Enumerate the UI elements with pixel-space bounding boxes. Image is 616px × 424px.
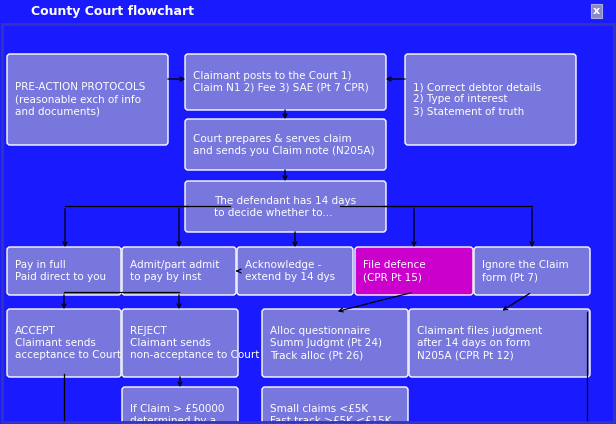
Text: ACCEPT
Claimant sends
acceptance to Court: ACCEPT Claimant sends acceptance to Cour… (15, 326, 121, 360)
Text: 1) Correct debtor details
2) Type of interest
3) Statement of truth: 1) Correct debtor details 2) Type of int… (413, 83, 541, 117)
FancyBboxPatch shape (237, 247, 353, 295)
Text: Claimant posts to the Court 1)
Claim N1 2) Fee 3) SAE (Pt 7 CPR): Claimant posts to the Court 1) Claim N1 … (193, 71, 369, 93)
Text: Alloc questionnaire
Summ Judgmt (Pt 24)
Track alloc (Pt 26): Alloc questionnaire Summ Judgmt (Pt 24) … (270, 326, 382, 360)
FancyBboxPatch shape (122, 309, 238, 377)
FancyBboxPatch shape (122, 247, 236, 295)
FancyBboxPatch shape (474, 247, 590, 295)
FancyBboxPatch shape (185, 54, 386, 110)
FancyBboxPatch shape (262, 387, 408, 424)
FancyBboxPatch shape (262, 309, 408, 377)
FancyBboxPatch shape (185, 119, 386, 170)
Text: If Claim > £50000
determined by a
Court officer: If Claim > £50000 determined by a Court … (130, 404, 224, 424)
Text: Court prepares & serves claim
and sends you Claim note (N205A): Court prepares & serves claim and sends … (193, 134, 375, 156)
FancyBboxPatch shape (355, 247, 473, 295)
Text: Ignore the Claim
form (Pt 7): Ignore the Claim form (Pt 7) (482, 260, 569, 282)
FancyBboxPatch shape (7, 247, 121, 295)
FancyBboxPatch shape (7, 54, 168, 145)
Text: REJECT
Claimant sends
non-acceptance to Court: REJECT Claimant sends non-acceptance to … (130, 326, 259, 360)
FancyBboxPatch shape (405, 54, 576, 145)
Text: PRE-ACTION PROTOCOLS
(reasonable exch of info
and documents): PRE-ACTION PROTOCOLS (reasonable exch of… (15, 83, 145, 117)
Text: Acknowledge -
extend by 14 dys: Acknowledge - extend by 14 dys (245, 260, 335, 282)
FancyBboxPatch shape (409, 309, 590, 377)
Text: x: x (593, 6, 600, 16)
Text: File defence
(CPR Pt 15): File defence (CPR Pt 15) (363, 260, 426, 282)
Text: Admit/part admit
to pay by inst: Admit/part admit to pay by inst (130, 260, 219, 282)
FancyBboxPatch shape (185, 181, 386, 232)
Text: Small claims <£5K
Fast track >£5K <£15K
Multi-track >£15K: Small claims <£5K Fast track >£5K <£15K … (270, 404, 392, 424)
Text: Pay in full
Paid direct to you: Pay in full Paid direct to you (15, 260, 106, 282)
FancyBboxPatch shape (122, 387, 238, 424)
FancyBboxPatch shape (7, 309, 121, 377)
Text: Claimant files judgment
after 14 days on form
N205A (CPR Pt 12): Claimant files judgment after 14 days on… (417, 326, 542, 360)
Text: County Court flowchart: County Court flowchart (31, 5, 194, 17)
Text: The defendant has 14 days
to decide whether to...: The defendant has 14 days to decide whet… (214, 195, 357, 218)
